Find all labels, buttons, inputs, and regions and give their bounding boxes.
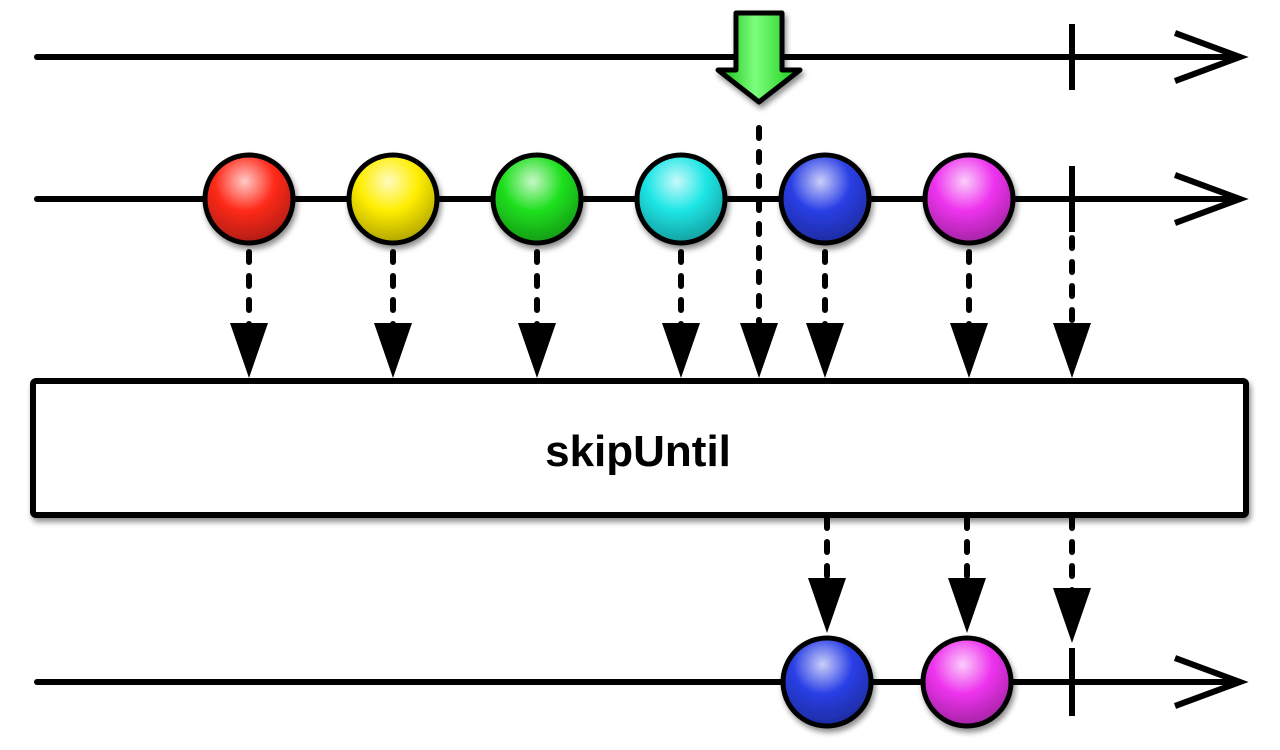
result-connector-blue	[808, 515, 846, 633]
source-connectors	[230, 235, 1091, 378]
result-marble-blue	[780, 635, 874, 729]
trigger-arrow	[715, 10, 803, 105]
source-marble-yellow	[346, 152, 440, 246]
source-connector-yellow	[374, 249, 412, 378]
source-timeline-arrowhead	[1173, 172, 1249, 226]
notifier-timeline	[34, 24, 1249, 90]
source-marble-red	[202, 152, 296, 246]
result-marble-magenta	[920, 635, 1014, 729]
source-connector-blue	[806, 249, 844, 378]
result-timeline-arrowhead	[1173, 655, 1249, 709]
result-connector-magenta	[948, 515, 986, 633]
source-completion-connector	[1053, 235, 1091, 378]
source-marble-cyan	[634, 152, 728, 246]
source-marble-magenta	[922, 152, 1016, 246]
operator-box	[30, 378, 1249, 518]
source-marble-blue	[778, 152, 872, 246]
source-connector-red	[230, 249, 268, 378]
result-completion-connector	[1053, 515, 1091, 643]
source-marble-green	[490, 152, 584, 246]
source-connector-magenta	[950, 249, 988, 378]
trigger-arrow-icon	[715, 10, 803, 105]
notifier-timeline-arrowhead	[1173, 30, 1249, 84]
source-marbles	[202, 152, 1016, 246]
result-timeline	[34, 635, 1249, 729]
source-timeline	[34, 152, 1249, 246]
source-connector-green	[518, 249, 556, 378]
source-connector-cyan	[662, 249, 700, 378]
operator-box-rect	[30, 378, 1249, 518]
trigger-connector-arrowhead	[740, 323, 778, 378]
result-marbles	[780, 635, 1014, 729]
operator-label: skipUntil	[545, 427, 731, 476]
result-connectors	[808, 515, 1091, 643]
